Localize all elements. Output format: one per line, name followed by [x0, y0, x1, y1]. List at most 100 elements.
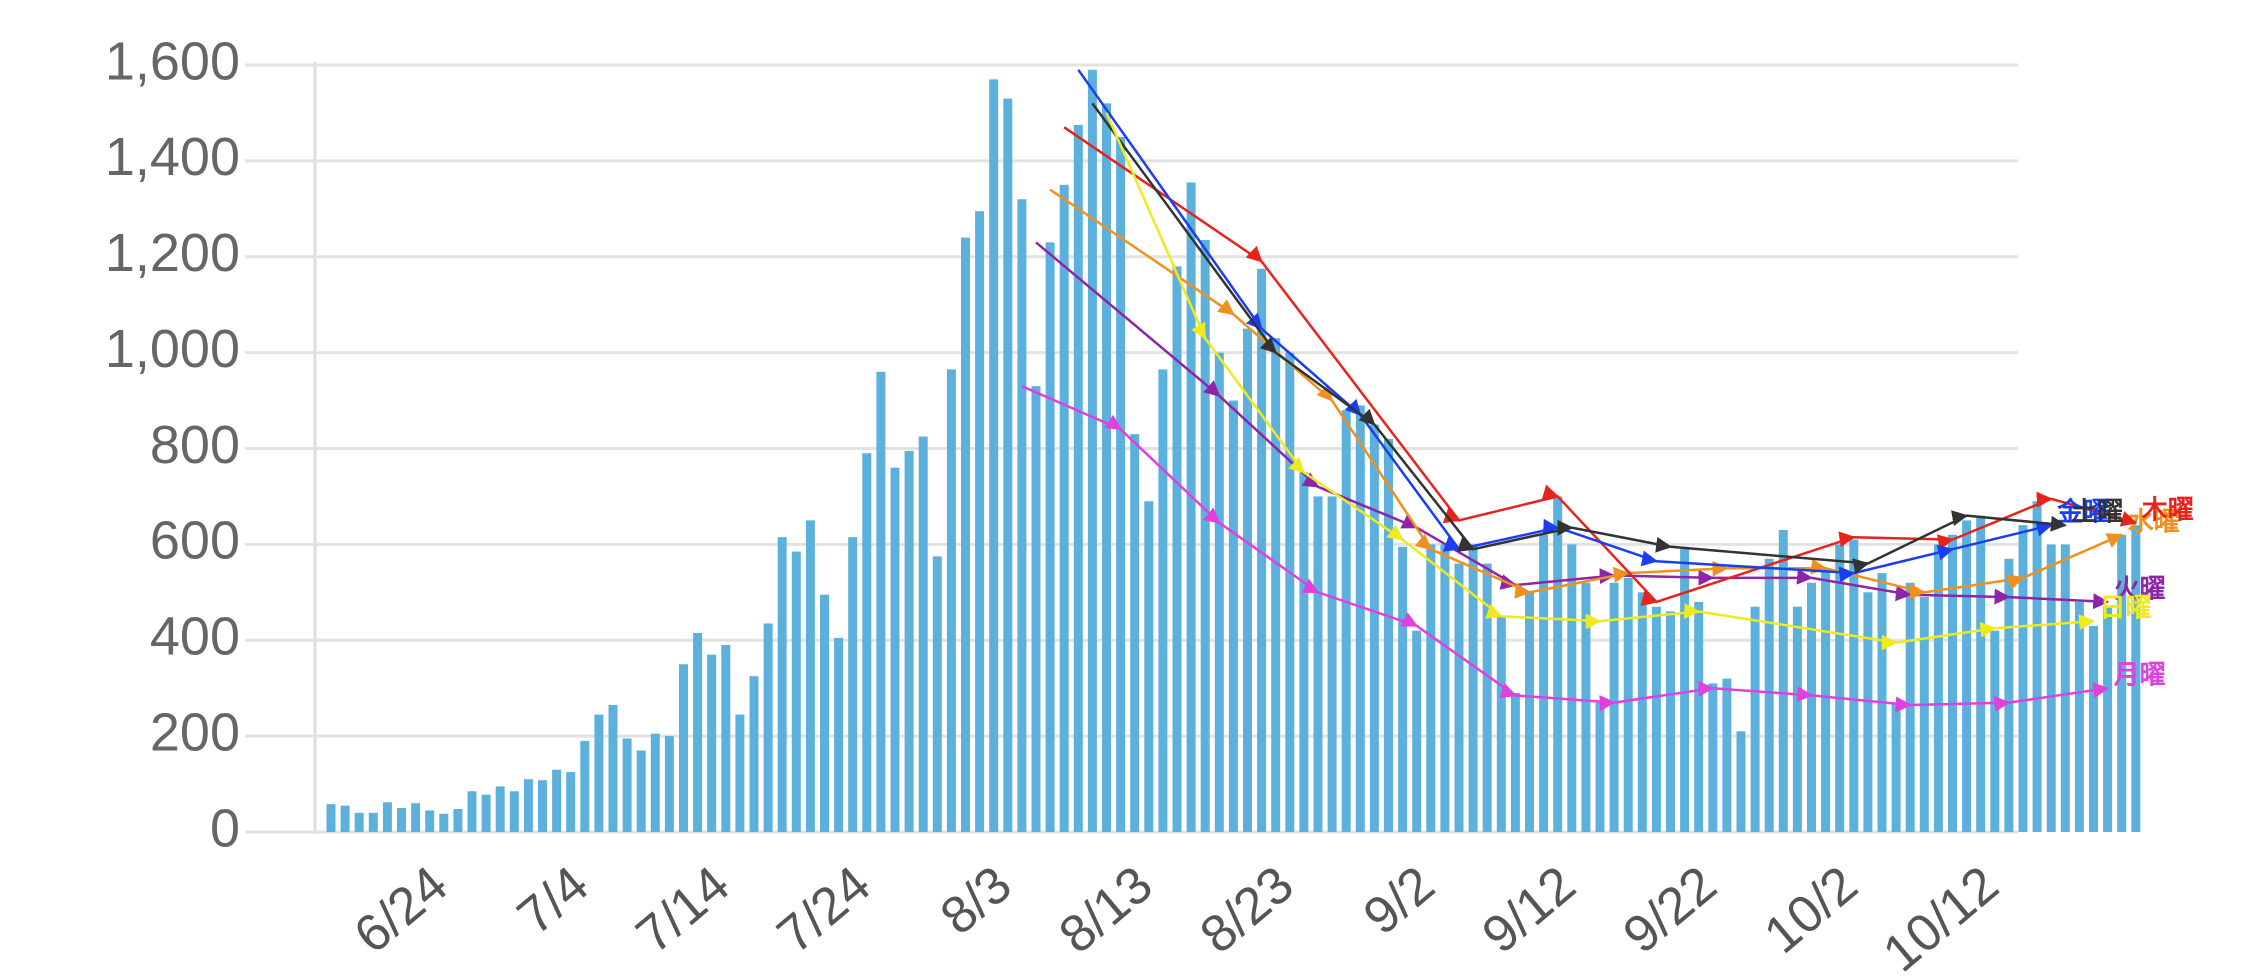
bar [1468, 544, 1478, 832]
bar [1299, 472, 1309, 832]
bar [1228, 400, 1238, 832]
bar [354, 812, 364, 832]
bar [1031, 386, 1041, 832]
bar [580, 740, 590, 832]
y-tick-label: 600 [150, 511, 240, 571]
y-tick-label: 1,000 [105, 319, 240, 379]
bar [862, 453, 872, 832]
bar [664, 736, 674, 832]
x-tick-label: 7/24 [767, 855, 882, 964]
weekday-line [1105, 112, 2096, 651]
bar [622, 738, 632, 832]
bar [1807, 582, 1816, 832]
y-tick-label: 400 [150, 607, 240, 667]
bar [1327, 496, 1337, 832]
bar [1341, 410, 1351, 832]
bar [679, 664, 688, 832]
bar [1567, 544, 1577, 832]
bar [975, 211, 985, 833]
y-tick-label: 200 [150, 702, 240, 762]
bar [326, 804, 336, 832]
bar [1454, 563, 1464, 832]
bar [2018, 525, 2028, 832]
bar [1172, 266, 1182, 832]
bar [1764, 558, 1774, 832]
bar [848, 537, 858, 832]
bar [1835, 544, 1845, 832]
bar [481, 794, 491, 832]
bar [1694, 601, 1704, 832]
y-tick-label: 800 [150, 415, 240, 475]
bar [890, 467, 900, 832]
x-tick-label: 10/2 [1754, 855, 1869, 964]
legend-label: 日曜 [2100, 594, 2152, 624]
bar [721, 645, 731, 832]
bar [1821, 568, 1831, 832]
bar [2131, 525, 2141, 832]
bar [749, 676, 759, 832]
bar [932, 556, 942, 832]
bar [918, 436, 928, 832]
bar [1553, 496, 1563, 832]
bar [989, 79, 999, 833]
bar [777, 537, 787, 832]
bar [439, 813, 449, 832]
bar [1369, 424, 1379, 832]
weekday-line [1049, 188, 2124, 600]
bar [495, 786, 505, 832]
bar [1905, 582, 1915, 832]
bar [2060, 544, 2070, 832]
bar [1144, 501, 1154, 832]
bar [1510, 692, 1520, 832]
bar [382, 802, 392, 832]
bar [820, 594, 829, 832]
bar [1285, 352, 1295, 832]
bar [1722, 678, 1732, 832]
legend-label: 土曜 [2071, 498, 2123, 528]
bar [1496, 616, 1506, 832]
bar [1792, 606, 1802, 832]
bar [1623, 577, 1633, 832]
bar [1186, 182, 1196, 832]
x-tick-label: 8/23 [1190, 855, 1305, 964]
bar [2074, 601, 2084, 832]
bar [693, 633, 703, 832]
bar [340, 805, 350, 832]
bar [594, 714, 604, 832]
x-tick-label: 6/24 [344, 855, 459, 964]
bar [1962, 520, 1972, 832]
bar [2089, 625, 2098, 832]
bar [425, 810, 435, 832]
bar [707, 654, 717, 832]
bar [2117, 534, 2127, 832]
bar [1637, 592, 1647, 832]
bar [2046, 544, 2056, 832]
bar [1003, 98, 1013, 832]
bar [1158, 369, 1168, 832]
bar [1990, 630, 2000, 832]
bar [523, 779, 533, 832]
bar [1398, 546, 1408, 832]
bar [467, 791, 477, 832]
y-tick-label: 1,200 [105, 223, 240, 283]
bar [1666, 611, 1675, 832]
x-tick-label: 7/14 [626, 855, 741, 964]
bar [1440, 544, 1450, 832]
bar [961, 237, 970, 832]
bar [1412, 630, 1422, 832]
bar [1891, 702, 1901, 832]
bar [397, 808, 406, 832]
bar [805, 520, 815, 832]
x-tick-label: 8/13 [1049, 855, 1164, 964]
bar [1271, 338, 1281, 832]
bar [1243, 328, 1252, 832]
bar [1384, 438, 1393, 832]
weekday-line [1091, 102, 2067, 574]
x-tick-label: 9/22 [1613, 855, 1728, 964]
bar [1102, 103, 1111, 833]
bar [368, 812, 378, 832]
bar [1750, 606, 1760, 832]
bar [2004, 558, 2014, 832]
bar [1919, 597, 1929, 832]
bar [1059, 184, 1069, 832]
